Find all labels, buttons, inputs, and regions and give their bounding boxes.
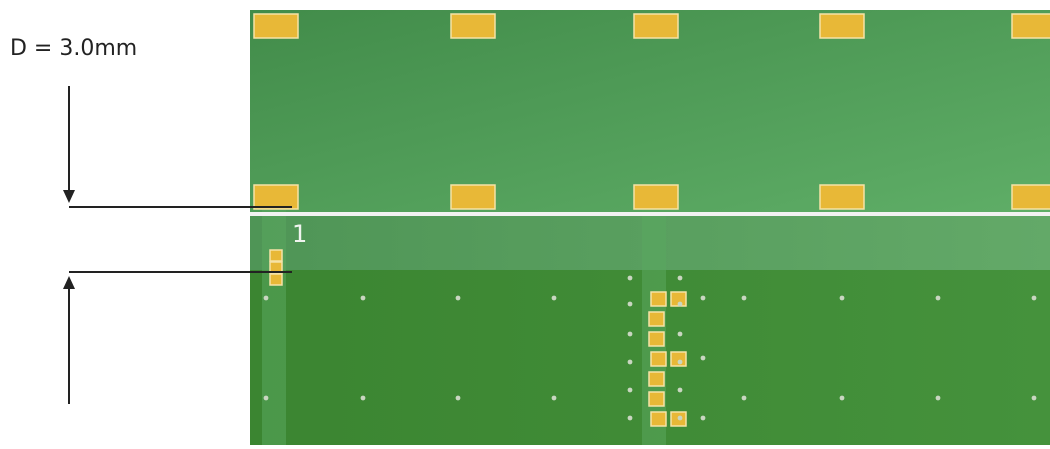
via bbox=[360, 395, 366, 401]
via bbox=[627, 301, 633, 307]
via bbox=[839, 295, 845, 301]
small-pad bbox=[648, 391, 665, 407]
via bbox=[627, 331, 633, 337]
pad bbox=[633, 13, 679, 39]
via bbox=[263, 395, 269, 401]
dimension-arrow-top-head bbox=[63, 190, 75, 203]
pad bbox=[1011, 13, 1050, 39]
via bbox=[700, 415, 706, 421]
middle-pad-row bbox=[253, 184, 1050, 210]
dimension-label: D = 3.0mm bbox=[10, 36, 138, 61]
small-pad bbox=[650, 411, 667, 427]
pad bbox=[1011, 184, 1050, 210]
via bbox=[455, 295, 461, 301]
small-pad bbox=[650, 291, 667, 307]
pad bbox=[253, 13, 299, 39]
via bbox=[1031, 395, 1037, 401]
cut-line bbox=[250, 212, 1050, 216]
board-top-panel bbox=[250, 10, 1050, 215]
via bbox=[839, 395, 845, 401]
small-pad bbox=[670, 291, 687, 307]
via bbox=[700, 295, 706, 301]
via bbox=[627, 415, 633, 421]
via bbox=[677, 301, 683, 307]
via bbox=[551, 395, 557, 401]
via bbox=[360, 295, 366, 301]
via bbox=[700, 355, 706, 361]
component-pads bbox=[269, 249, 687, 427]
pad bbox=[819, 13, 865, 39]
via-dots bbox=[263, 275, 1037, 421]
via bbox=[627, 359, 633, 365]
via bbox=[627, 275, 633, 281]
via bbox=[677, 331, 683, 337]
pad bbox=[819, 184, 865, 210]
small-pad bbox=[648, 311, 665, 327]
trace-strip-left bbox=[262, 204, 286, 445]
via bbox=[551, 295, 557, 301]
via bbox=[1031, 295, 1037, 301]
via bbox=[935, 295, 941, 301]
via bbox=[741, 295, 747, 301]
small-pad bbox=[650, 351, 667, 367]
via bbox=[935, 395, 941, 401]
small-pad bbox=[670, 351, 687, 367]
via bbox=[677, 387, 683, 393]
via bbox=[677, 275, 683, 281]
pad bbox=[450, 13, 496, 39]
top-pad-row bbox=[253, 13, 1050, 39]
via bbox=[741, 395, 747, 401]
small-pad bbox=[269, 249, 283, 262]
small-pad bbox=[269, 273, 283, 286]
via bbox=[263, 295, 269, 301]
small-pad bbox=[648, 331, 665, 347]
pin-number-label: 1 bbox=[292, 220, 308, 248]
pad bbox=[253, 184, 299, 210]
pad bbox=[450, 184, 496, 210]
via bbox=[455, 395, 461, 401]
via bbox=[677, 359, 683, 365]
dimension-arrow-bottom-head bbox=[63, 276, 75, 289]
via bbox=[677, 415, 683, 421]
via bbox=[627, 387, 633, 393]
small-pad bbox=[648, 371, 665, 387]
pad bbox=[633, 184, 679, 210]
